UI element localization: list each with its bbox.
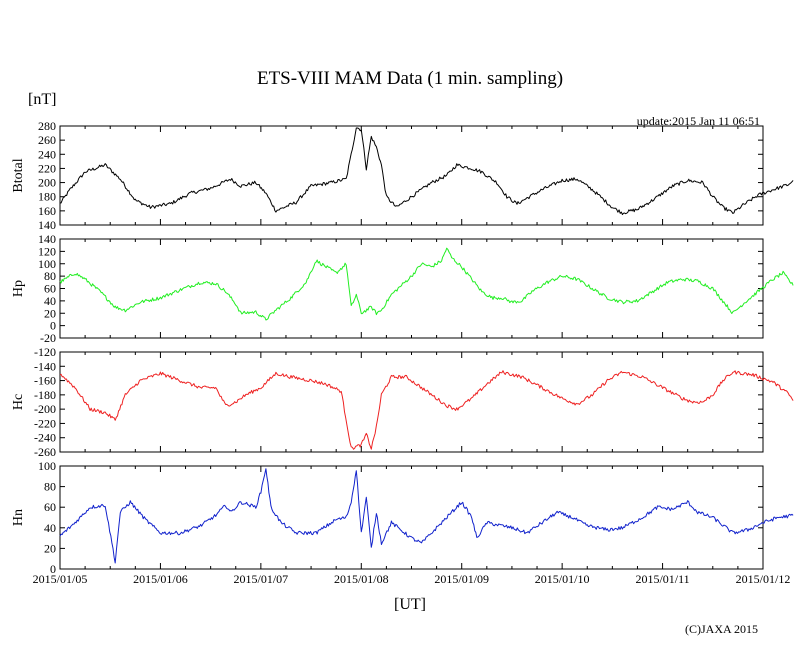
y-tick-label: 0 <box>50 319 56 333</box>
y-tick-label: 40 <box>44 294 56 308</box>
y-tick-label: 200 <box>38 176 56 190</box>
update-timestamp: update:2015 Jan 11 06:51 <box>637 114 760 128</box>
y-tick-label: 240 <box>38 147 56 161</box>
x-tick-label: 2015/01/11 <box>635 572 689 586</box>
y-tick-label: 80 <box>44 480 56 494</box>
x-axis: 2015/01/05 2015/01/06 2015/01/07 2015/01/08… <box>33 572 791 586</box>
panel-label-btotal: Btotal <box>11 158 26 192</box>
series-line-hc <box>59 370 794 450</box>
y-tick-label: 40 <box>44 521 56 535</box>
panel-hc: -260-240-220-200-180-160-140-120 Hc <box>11 345 794 459</box>
y-tick-label: 120 <box>38 244 56 258</box>
x-tick-label: 2015/01/09 <box>434 572 489 586</box>
y-tick-label: 0 <box>50 562 56 576</box>
y-tick-label: 180 <box>38 190 56 204</box>
chart-title: ETS-VIII MAM Data (1 min. sampling) <box>257 68 563 89</box>
y-tick-label: 220 <box>38 161 56 175</box>
series-line-btotal <box>59 127 794 216</box>
y-tick-label: -240 <box>34 431 56 445</box>
panel-label-hn: Hn <box>11 509 26 526</box>
series-line-hp <box>59 247 794 321</box>
copyright: (C)JAXA 2015 <box>685 622 758 636</box>
x-tick-label: 2015/01/08 <box>334 572 389 586</box>
x-tick-label: 2015/01/05 <box>33 572 88 586</box>
series-line-hn <box>59 468 794 564</box>
y-tick-label: 260 <box>38 133 56 147</box>
y-tick-label: 140 <box>38 218 56 232</box>
y-tick-label: -180 <box>34 388 56 402</box>
y-tick-label: 100 <box>38 257 56 271</box>
x-tick-label: 2015/01/07 <box>234 572 289 586</box>
panel-hn: 0 20 40 60 80 100 Hn <box>11 459 794 576</box>
y-unit-label: [nT] <box>28 91 56 108</box>
y-tick-label: 100 <box>38 459 56 473</box>
y-tick-label: -160 <box>34 374 56 388</box>
y-tick-label: 20 <box>44 541 56 555</box>
y-tick-label: 160 <box>38 204 56 218</box>
y-tick-label: 280 <box>38 119 56 133</box>
y-tick-label: -260 <box>34 445 56 459</box>
y-tick-label: -200 <box>34 402 56 416</box>
y-tick-label: 60 <box>44 500 56 514</box>
y-tick-label: -120 <box>34 345 56 359</box>
y-tick-label: 20 <box>44 306 56 320</box>
y-tick-label: 80 <box>44 269 56 283</box>
y-tick-label: 60 <box>44 282 56 296</box>
panel-label-hc: Hc <box>11 394 26 410</box>
x-tick-label: 2015/01/10 <box>535 572 590 586</box>
y-tick-label: 140 <box>38 232 56 246</box>
panel-label-hp: Hp <box>11 280 26 297</box>
y-tick-label: -220 <box>34 416 56 430</box>
y-tick-label: -20 <box>40 331 56 345</box>
panel-frame <box>59 125 764 226</box>
x-tick-label: 2015/01/12 <box>736 572 791 586</box>
x-tick-label: 2015/01/06 <box>133 572 188 586</box>
plot-panels: 140160180200220240260280Btotal-200204060… <box>11 119 794 576</box>
x-axis-label: [UT] <box>394 596 426 613</box>
y-tick-label: -140 <box>34 359 56 373</box>
panel-frame <box>59 465 764 570</box>
panel-frame <box>59 351 764 453</box>
